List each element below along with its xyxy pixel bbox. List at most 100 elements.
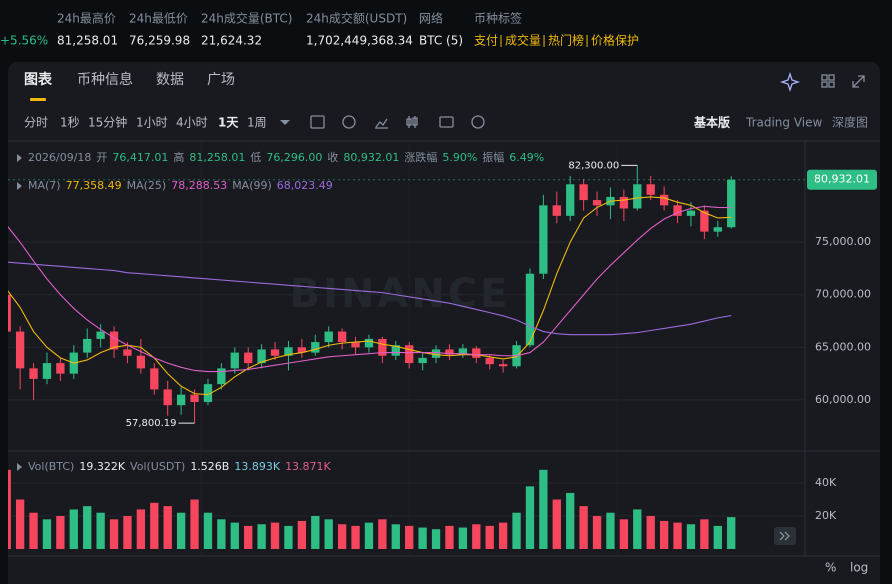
candle-body: [713, 227, 722, 232]
volume-bar: [297, 520, 307, 549]
candle-body: [270, 349, 280, 356]
legend-text: 振幅: [482, 150, 504, 164]
interval[interactable]: 1小时: [136, 116, 168, 130]
icon[interactable]: [821, 74, 828, 81]
legend-text: MA(25): [127, 179, 167, 192]
volume-bar: [337, 524, 347, 549]
ai-icon[interactable]: [779, 71, 801, 93]
volume-bar: [458, 527, 468, 549]
volume-bar: [700, 519, 709, 549]
tab[interactable]: 广场: [207, 72, 235, 88]
icon[interactable]: [310, 115, 325, 129]
tag[interactable]: 支付: [474, 34, 498, 48]
legend-text: 高: [173, 150, 184, 164]
interval[interactable]: 分时: [24, 116, 48, 130]
icon: [779, 531, 790, 541]
candle-body: [230, 352, 239, 369]
stat-value: 1,702,449,368.34: [306, 34, 413, 48]
volume-tick-label: 20K: [815, 509, 837, 522]
volume-bar: [713, 525, 722, 549]
candle-body: [56, 363, 65, 374]
candle-body: [418, 357, 427, 364]
candle-body: [284, 347, 293, 356]
interval[interactable]: 1秒: [60, 116, 80, 130]
icon[interactable]: [828, 74, 835, 81]
icon[interactable]: [406, 116, 418, 128]
candle-body: [203, 384, 213, 403]
icon[interactable]: [342, 115, 356, 129]
volume-bar: [311, 516, 320, 549]
icon[interactable]: [439, 116, 454, 128]
volume-bar: [633, 509, 642, 549]
view-option[interactable]: Trading View: [745, 116, 823, 130]
icon[interactable]: [821, 81, 828, 88]
volume-bar: [566, 492, 575, 549]
tag[interactable]: 价格保护: [591, 33, 639, 48]
candle-body: [150, 368, 159, 390]
volume-bar: [405, 525, 414, 549]
candle-body: [579, 184, 588, 201]
icon[interactable]: [828, 81, 835, 88]
candle-body: [136, 355, 146, 369]
candle-body: [472, 348, 481, 358]
icon[interactable]: [375, 118, 388, 129]
legend-text: 1.526B: [190, 460, 229, 473]
ma-line: [8, 205, 732, 373]
candle-body: [15, 331, 25, 369]
axis-control[interactable]: %: [825, 561, 836, 575]
candle-body: [673, 205, 682, 216]
interval[interactable]: 15分钟: [88, 115, 127, 130]
toolbar-icons: [17, 71, 865, 545]
view-option[interactable]: 基本版: [693, 115, 730, 130]
tab[interactable]: 币种信息: [77, 71, 133, 88]
volume-bar: [659, 520, 669, 549]
chart-panel: [8, 62, 880, 584]
candle-body: [123, 349, 132, 356]
expand-icon[interactable]: [852, 75, 865, 88]
tag[interactable]: 热门榜: [548, 33, 584, 48]
volume-bar: [619, 519, 629, 549]
candle-body: [176, 394, 186, 406]
legend-text: 开: [96, 151, 107, 164]
candle-body: [364, 338, 374, 348]
collapse-arrow[interactable]: [17, 463, 22, 471]
volume-bar: [472, 524, 481, 549]
candle-body: [498, 364, 508, 367]
dropdown-arrow[interactable]: [280, 120, 290, 125]
collapse-arrow[interactable]: [17, 182, 22, 190]
axis-control[interactable]: log: [850, 561, 868, 575]
interval[interactable]: 1周: [247, 116, 267, 130]
collapse-arrow[interactable]: [17, 154, 22, 162]
volume-bar: [136, 509, 146, 549]
volume-bar: [257, 524, 266, 549]
volume-bar: [190, 499, 199, 549]
volume-tick-label: 40K: [815, 476, 837, 489]
candle-body: [727, 179, 736, 228]
price-change: +5.56%: [0, 34, 48, 48]
legend-text: 低: [250, 151, 261, 164]
icon[interactable]: [471, 115, 485, 129]
volume-bar: [8, 469, 11, 549]
interval[interactable]: 1天: [218, 116, 239, 130]
stat-label: 24h成交额(USDT): [306, 11, 407, 26]
view-option[interactable]: 深度图: [832, 115, 868, 130]
scroll-button[interactable]: [774, 527, 796, 545]
tab[interactable]: 数据: [156, 72, 184, 88]
legend-text: 68,023.49: [277, 179, 333, 192]
stat-label: 网络: [419, 11, 443, 26]
legend-text: MA(99): [232, 179, 272, 192]
watermark: BINANCE: [290, 271, 511, 317]
volume-bar: [83, 506, 92, 549]
volume-bar: [351, 525, 360, 549]
candle-body: [324, 331, 333, 343]
volume-bar: [445, 525, 454, 549]
candle-body: [619, 196, 629, 209]
candle-body: [83, 338, 92, 353]
legend-text: 77,358.49: [66, 179, 122, 192]
tab[interactable]: 图表: [24, 71, 53, 88]
interval[interactable]: 4小时: [176, 116, 208, 130]
candle-body: [391, 345, 400, 356]
volume-bar: [69, 509, 78, 549]
volume-bar: [29, 512, 38, 549]
tag[interactable]: 成交量: [505, 33, 541, 48]
